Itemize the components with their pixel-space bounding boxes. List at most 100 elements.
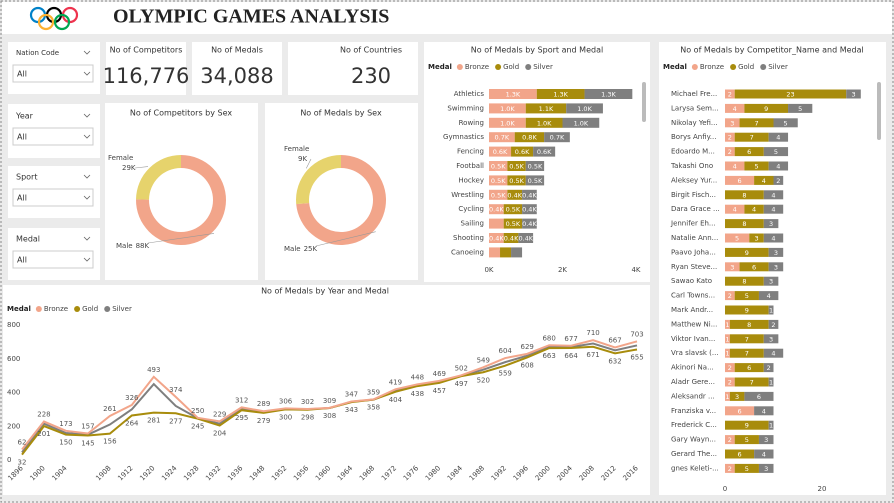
data-label: 632 bbox=[608, 357, 621, 365]
data-label: 32 bbox=[18, 459, 27, 467]
donut-slice bbox=[136, 155, 181, 200]
y-tick-label: Hockey bbox=[458, 176, 484, 184]
data-label: 23 bbox=[786, 91, 794, 99]
card bbox=[288, 42, 418, 95]
data-label: 1 bbox=[725, 321, 729, 329]
bar-segment bbox=[725, 247, 769, 257]
bar-segment bbox=[739, 262, 769, 272]
data-label: 359 bbox=[367, 388, 380, 396]
dropdown[interactable] bbox=[12, 250, 94, 269]
data-label: 502 bbox=[455, 364, 468, 372]
bar-segment bbox=[758, 291, 779, 301]
y-tick-label: 0 bbox=[7, 456, 11, 464]
bar-segment bbox=[725, 391, 730, 401]
data-label: 9 bbox=[745, 422, 749, 430]
y-tick-label: Matthew Ni... bbox=[671, 320, 717, 328]
bar-segment bbox=[489, 218, 504, 229]
bar-segment bbox=[511, 247, 523, 258]
bar-segment bbox=[525, 117, 563, 128]
bar-segment bbox=[503, 233, 519, 243]
y-tick-label: Shooting bbox=[453, 234, 484, 242]
data-label: 1 bbox=[769, 422, 773, 430]
data-label: 663 bbox=[542, 352, 555, 360]
bar-segment bbox=[754, 406, 774, 416]
legend-marker bbox=[525, 64, 532, 70]
data-label: 1.3K bbox=[506, 91, 521, 99]
data-label: 0.4K bbox=[522, 220, 537, 228]
y-tick-label: Vra slavsk (... bbox=[671, 349, 719, 357]
bar-segment bbox=[489, 89, 537, 99]
bar-segment bbox=[734, 291, 759, 301]
y-tick-label: Franziska v... bbox=[671, 407, 716, 415]
y-tick-label: 400 bbox=[7, 389, 20, 397]
data-label: 438 bbox=[411, 390, 424, 398]
data-label: 1.0K bbox=[537, 119, 552, 127]
bar-segment bbox=[744, 391, 774, 401]
data-label: 1 bbox=[725, 335, 729, 343]
data-label: 358 bbox=[367, 404, 380, 412]
data-label: 326 bbox=[125, 394, 139, 402]
slicer[interactable]: Nation Code All bbox=[8, 42, 100, 94]
data-label: 3 bbox=[774, 263, 778, 271]
bar-segment bbox=[725, 348, 730, 358]
data-label: 7 bbox=[750, 379, 754, 387]
data-label: 204 bbox=[213, 430, 227, 438]
data-label: 457 bbox=[433, 387, 446, 395]
data-label: 520 bbox=[477, 376, 490, 384]
y-tick-label: Edoardo M... bbox=[671, 148, 715, 156]
data-label: 677 bbox=[564, 335, 577, 343]
bar-segment bbox=[734, 463, 759, 473]
series-line bbox=[21, 339, 638, 451]
bar-segment bbox=[773, 175, 784, 185]
slicer[interactable]: Medal All bbox=[8, 228, 100, 280]
chart-title: No of Competitors by Sex bbox=[130, 109, 233, 118]
legend-marker bbox=[495, 64, 502, 70]
slicer[interactable]: Sport All bbox=[8, 166, 100, 218]
bar-segment bbox=[489, 132, 515, 143]
y-tick-label: Canoeing bbox=[451, 248, 484, 256]
data-label: 6 bbox=[757, 393, 761, 401]
slicer-label: Medal bbox=[16, 235, 40, 244]
y-tick-label: Birgit Fisch... bbox=[671, 191, 716, 199]
legend-title: Medal bbox=[7, 305, 31, 313]
data-label: 0.4K bbox=[504, 235, 519, 243]
bar-segment bbox=[725, 420, 769, 430]
dropdown[interactable] bbox=[12, 64, 94, 83]
data-label: 281 bbox=[147, 417, 160, 425]
data-label: 549 bbox=[477, 356, 490, 364]
scrollbar[interactable] bbox=[877, 82, 881, 140]
data-label: 3 bbox=[774, 249, 778, 257]
bar-segment bbox=[489, 175, 508, 186]
scrollbar[interactable] bbox=[642, 82, 646, 122]
dropdown[interactable] bbox=[12, 127, 94, 146]
bar-segment bbox=[562, 117, 600, 128]
data-label: 4 bbox=[776, 163, 780, 171]
data-label: 4 bbox=[771, 191, 775, 199]
dropdown[interactable] bbox=[12, 188, 94, 207]
data-label: 0.6K bbox=[537, 148, 552, 156]
data-label: 0.4K bbox=[507, 191, 522, 199]
data-label: 6 bbox=[737, 407, 741, 415]
y-tick-label: Gymnastics bbox=[443, 133, 484, 141]
legend-label: Silver bbox=[533, 63, 553, 71]
data-label: 3 bbox=[851, 91, 855, 99]
data-label: 608 bbox=[520, 361, 533, 369]
data-label: 5 bbox=[735, 235, 739, 243]
bar-segment bbox=[729, 334, 764, 344]
data-label: 7 bbox=[745, 350, 749, 358]
bar-segment bbox=[763, 233, 784, 243]
bar-segment bbox=[744, 103, 789, 113]
data-label: 1 bbox=[725, 393, 729, 401]
y-tick-label: Takashi Ono bbox=[670, 162, 713, 170]
bar-segment bbox=[763, 348, 784, 358]
data-label: 0.7K bbox=[495, 134, 510, 142]
donut-label: Male bbox=[284, 245, 301, 253]
data-label: 312 bbox=[235, 396, 248, 404]
data-label: 4 bbox=[733, 163, 737, 171]
bar-segment bbox=[768, 262, 784, 272]
data-label: 664 bbox=[564, 352, 578, 360]
card-value: 230 bbox=[351, 64, 391, 88]
data-label: 2 bbox=[728, 134, 732, 142]
slicer[interactable]: Year All bbox=[8, 104, 100, 158]
